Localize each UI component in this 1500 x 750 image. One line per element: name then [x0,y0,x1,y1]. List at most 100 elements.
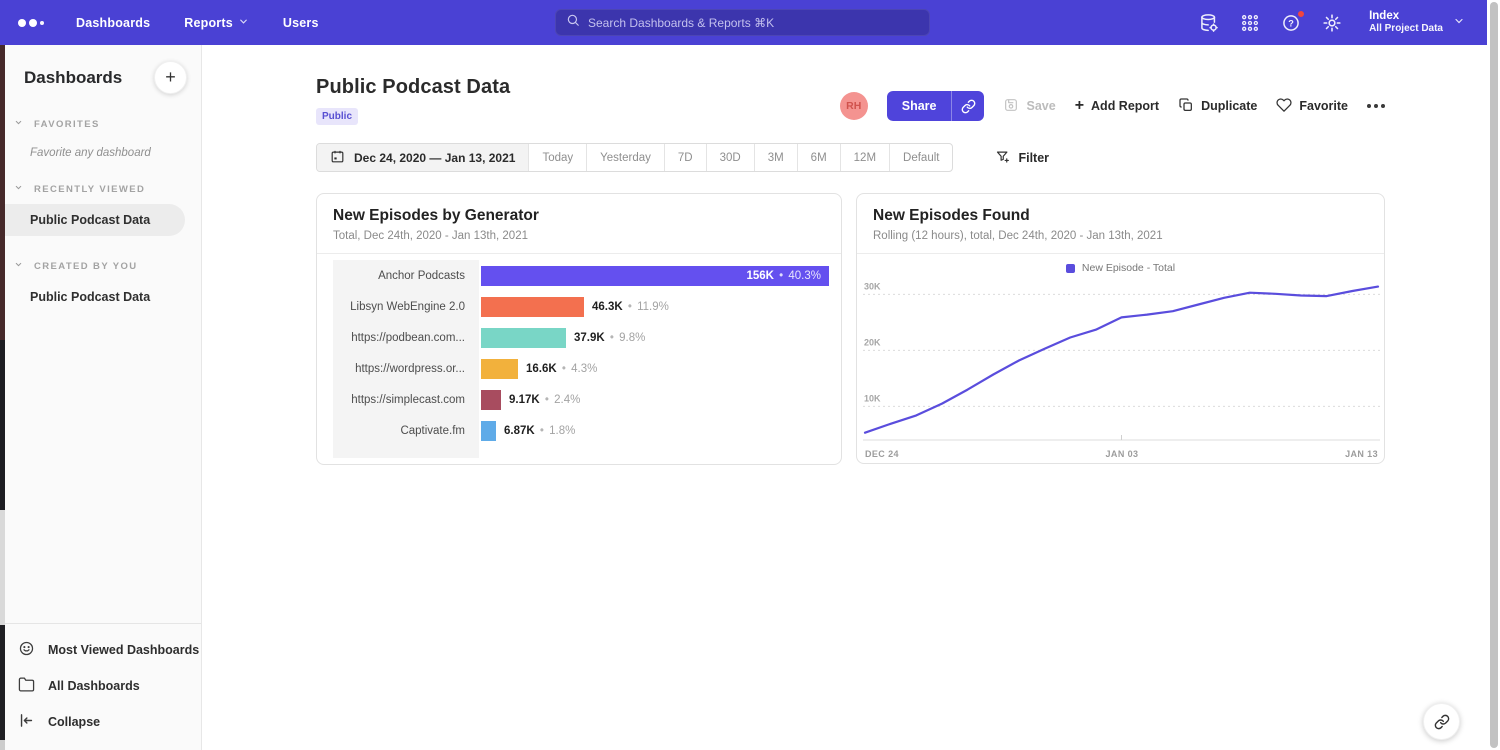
bar-row-https-simplecast-com[interactable]: https://simplecast.com 9.17K • 2.4% [333,384,825,415]
project-name: Index [1369,9,1443,23]
preset-3m[interactable]: 3M [754,144,797,171]
bar-chart-body: Anchor Podcasts156K • 40.3%Libsyn WebEng… [333,260,825,458]
section-label: RECENTLY VIEWED [34,184,145,195]
save-label: Save [1026,99,1055,113]
search-input[interactable] [588,16,919,30]
top-navbar: Dashboards Reports Users [0,0,1487,45]
nav-item-label: Reports [184,16,233,30]
section-label: CREATED BY YOU [34,261,138,272]
chevron-down-icon [14,118,23,130]
bar-segment[interactable] [481,390,501,410]
bar-zone: 9.17K • 2.4% [479,390,825,410]
line-plot: 10K20K30K DEC 24JAN 03JAN 13 [863,280,1380,459]
preset-12m[interactable]: 12M [840,144,889,171]
all-dashboards-button[interactable]: All Dashboards [0,668,201,704]
sidebar-section-created-by-you[interactable]: CREATED BY YOU [0,260,201,272]
preset-default[interactable]: Default [889,144,952,171]
heart-icon [1276,97,1292,116]
chevron-down-icon [1453,14,1465,32]
save-icon [1003,97,1019,116]
collapse-icon [18,712,35,732]
preset-6m[interactable]: 6M [797,144,840,171]
bar-segment[interactable] [481,297,584,317]
preset-7d[interactable]: 7D [664,144,706,171]
bar-zone: 16.6K • 4.3% [479,359,825,379]
preset-30d[interactable]: 30D [706,144,754,171]
footer-item-label: Collapse [48,715,100,729]
bar-zone: 46.3K • 11.9% [479,297,825,317]
share-link-button[interactable] [951,91,984,121]
copy-link-fab[interactable] [1423,703,1460,740]
bar-row-captivate-fm[interactable]: Captivate.fm6.87K • 1.8% [333,415,825,446]
plus-icon: + [1075,99,1084,113]
sidebar-section-favorites[interactable]: FAVORITES [0,118,201,130]
bar-category-label: Captivate.fm [333,425,479,437]
bar-segment[interactable] [481,421,496,441]
settings-gear-icon[interactable] [1322,13,1342,33]
share-button[interactable]: Share [887,91,985,121]
nav-item-users[interactable]: Users [283,16,319,30]
more-options-button[interactable] [1367,100,1385,112]
bar-value-label: 9.17K • 2.4% [509,394,580,406]
scrollbar-track[interactable] [1487,0,1500,750]
bar-category-label: Libsyn WebEngine 2.0 [333,301,479,313]
duplicate-icon [1178,97,1194,116]
global-search[interactable] [555,9,930,36]
most-viewed-dashboards-button[interactable]: Most Viewed Dashboards [0,632,201,668]
duplicate-button[interactable]: Duplicate [1178,97,1257,116]
help-icon[interactable]: ? [1281,13,1301,33]
nav-item-dashboards[interactable]: Dashboards [76,16,150,30]
sidebar-title: Dashboards [24,68,122,88]
x-tick-label: DEC 24 [865,449,899,459]
avatar[interactable]: RH [840,92,868,120]
chart-legend: New Episode - Total [857,262,1384,274]
scrollbar-thumb[interactable] [1490,2,1498,748]
legend-label: New Episode - Total [1082,262,1175,274]
duplicate-label: Duplicate [1201,99,1257,113]
header-actions: RH Share [840,87,1385,125]
line-chart-card: New Episodes Found Rolling (12 hours), t… [856,193,1385,464]
save-button[interactable]: Save [1003,97,1055,116]
apps-grid-icon[interactable] [1240,13,1260,33]
preset-yesterday[interactable]: Yesterday [586,144,664,171]
project-subtitle: All Project Data [1369,23,1443,36]
bar-row-libsyn-webengine-2-0[interactable]: Libsyn WebEngine 2.046.3K • 11.9% [333,291,825,322]
add-dashboard-button[interactable]: + [154,61,187,94]
project-switcher[interactable]: Index All Project Data [1369,9,1465,36]
chevron-down-icon [14,260,23,272]
footer-item-label: All Dashboards [48,679,140,693]
chevron-down-icon [14,183,23,195]
sidebar-item-public-podcast-data[interactable]: Public Podcast Data [0,281,201,313]
line-series[interactable] [865,287,1378,433]
data-definitions-icon[interactable] [1199,13,1219,33]
bar-category-label: https://simplecast.com [333,394,479,406]
x-tick-label: JAN 13 [1345,449,1378,459]
bar-category-label: Anchor Podcasts [333,270,479,282]
mixpanel-logo[interactable] [18,19,60,27]
sidebar-section-recently-viewed[interactable]: RECENTLY VIEWED [0,183,201,195]
sidebar-footer: Most Viewed Dashboards All Dashboards Coll… [0,623,201,750]
share-label[interactable]: Share [887,91,952,121]
chevron-down-icon [238,16,249,30]
nav-item-label: Users [283,16,319,30]
preset-today[interactable]: Today [528,144,586,171]
y-tick-label: 30K [864,281,881,291]
bar-row-https-wordpress-or[interactable]: https://wordpress.or...16.6K • 4.3% [333,353,825,384]
sidebar-sections: FAVORITESFavorite any dashboardRECENTLY … [0,118,201,313]
sidebar-item-public-podcast-data[interactable]: Public Podcast Data [0,204,185,236]
bar-row-anchor-podcasts[interactable]: Anchor Podcasts156K • 40.3% [333,260,825,291]
bar-segment[interactable]: 156K • 40.3% [481,266,829,286]
nav-item-reports[interactable]: Reports [184,16,249,30]
collapse-button[interactable]: Collapse [0,704,201,740]
line-chart-svg: 10K20K30K [863,280,1380,446]
favorite-button[interactable]: Favorite [1276,97,1348,116]
add-report-button[interactable]: + Add Report [1075,99,1159,113]
bar-value-label: 16.6K • 4.3% [526,363,597,375]
bar-segment[interactable] [481,359,518,379]
sidebar: Dashboards + FAVORITESFavorite any dashb… [0,45,202,750]
bar-row-https-podbean-com[interactable]: https://podbean.com...37.9K • 9.8% [333,322,825,353]
bar-value-label: 37.9K • 9.8% [574,332,645,344]
filter-button[interactable]: Filter [995,149,1049,167]
bar-segment[interactable] [481,328,566,348]
date-range-button[interactable]: Dec 24, 2020 — Jan 13, 2021 [317,144,528,171]
